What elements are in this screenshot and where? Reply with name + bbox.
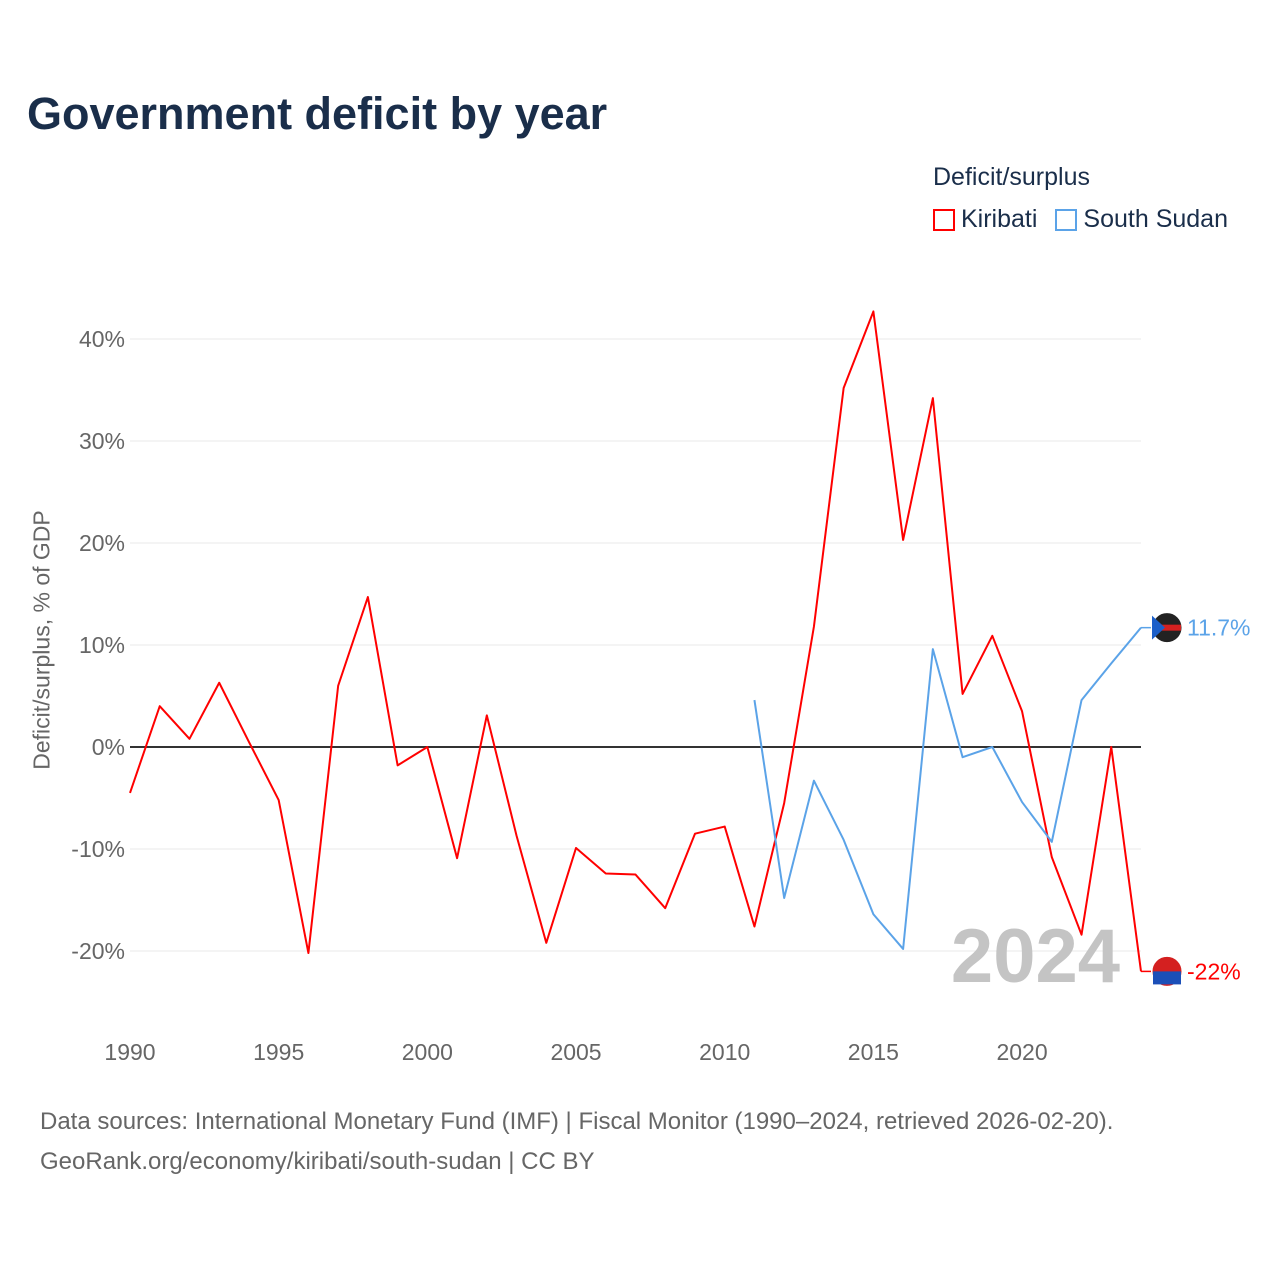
- end-value-label: -22%: [1187, 958, 1241, 984]
- y-tick-label: 30%: [79, 428, 125, 454]
- y-tick-label: -20%: [71, 938, 125, 964]
- x-tick-label: 1995: [253, 1039, 304, 1065]
- y-tick-label: 40%: [79, 326, 125, 352]
- legend-title: Deficit/surplus: [933, 163, 1090, 191]
- x-tick-label: 1990: [104, 1039, 155, 1065]
- series-line-south-sudan: [753, 627, 1142, 950]
- x-tick-label: 2005: [550, 1039, 601, 1065]
- y-tick-label: 10%: [79, 632, 125, 658]
- legend-swatch: [1055, 208, 1078, 231]
- footer-link[interactable]: GeoRank.org/economy/kiribati/south-sudan…: [40, 1148, 595, 1175]
- flag-triangle: [1152, 615, 1165, 640]
- legend-label: South Sudan: [1083, 205, 1228, 233]
- x-tick-label: 2020: [996, 1039, 1047, 1065]
- flag-waves: [1153, 971, 1181, 985]
- x-tick-label: 2010: [699, 1039, 750, 1065]
- legend-item-south-sudan[interactable]: South Sudan: [1055, 205, 1228, 234]
- footer-sources: Data sources: International Monetary Fun…: [40, 1108, 1114, 1135]
- series-line-kiribati: [129, 310, 1142, 972]
- x-tick-label: 2000: [402, 1039, 453, 1065]
- year-watermark: 2024: [951, 914, 1120, 999]
- legend-swatch: [933, 208, 955, 231]
- legend: Kiribati South Sudan: [933, 205, 1228, 234]
- y-tick-label: -10%: [71, 836, 125, 862]
- flag-stripe: [1153, 624, 1181, 631]
- legend-label: Kiribati: [961, 205, 1038, 233]
- y-tick-label: 20%: [79, 530, 125, 556]
- end-value-label: 11.7%: [1187, 615, 1251, 641]
- x-tick-label: 2015: [848, 1039, 899, 1065]
- chart-title: Government deficit by year: [27, 88, 608, 139]
- y-tick-label: 0%: [92, 734, 125, 760]
- legend-item-kiribati[interactable]: Kiribati: [933, 205, 1037, 234]
